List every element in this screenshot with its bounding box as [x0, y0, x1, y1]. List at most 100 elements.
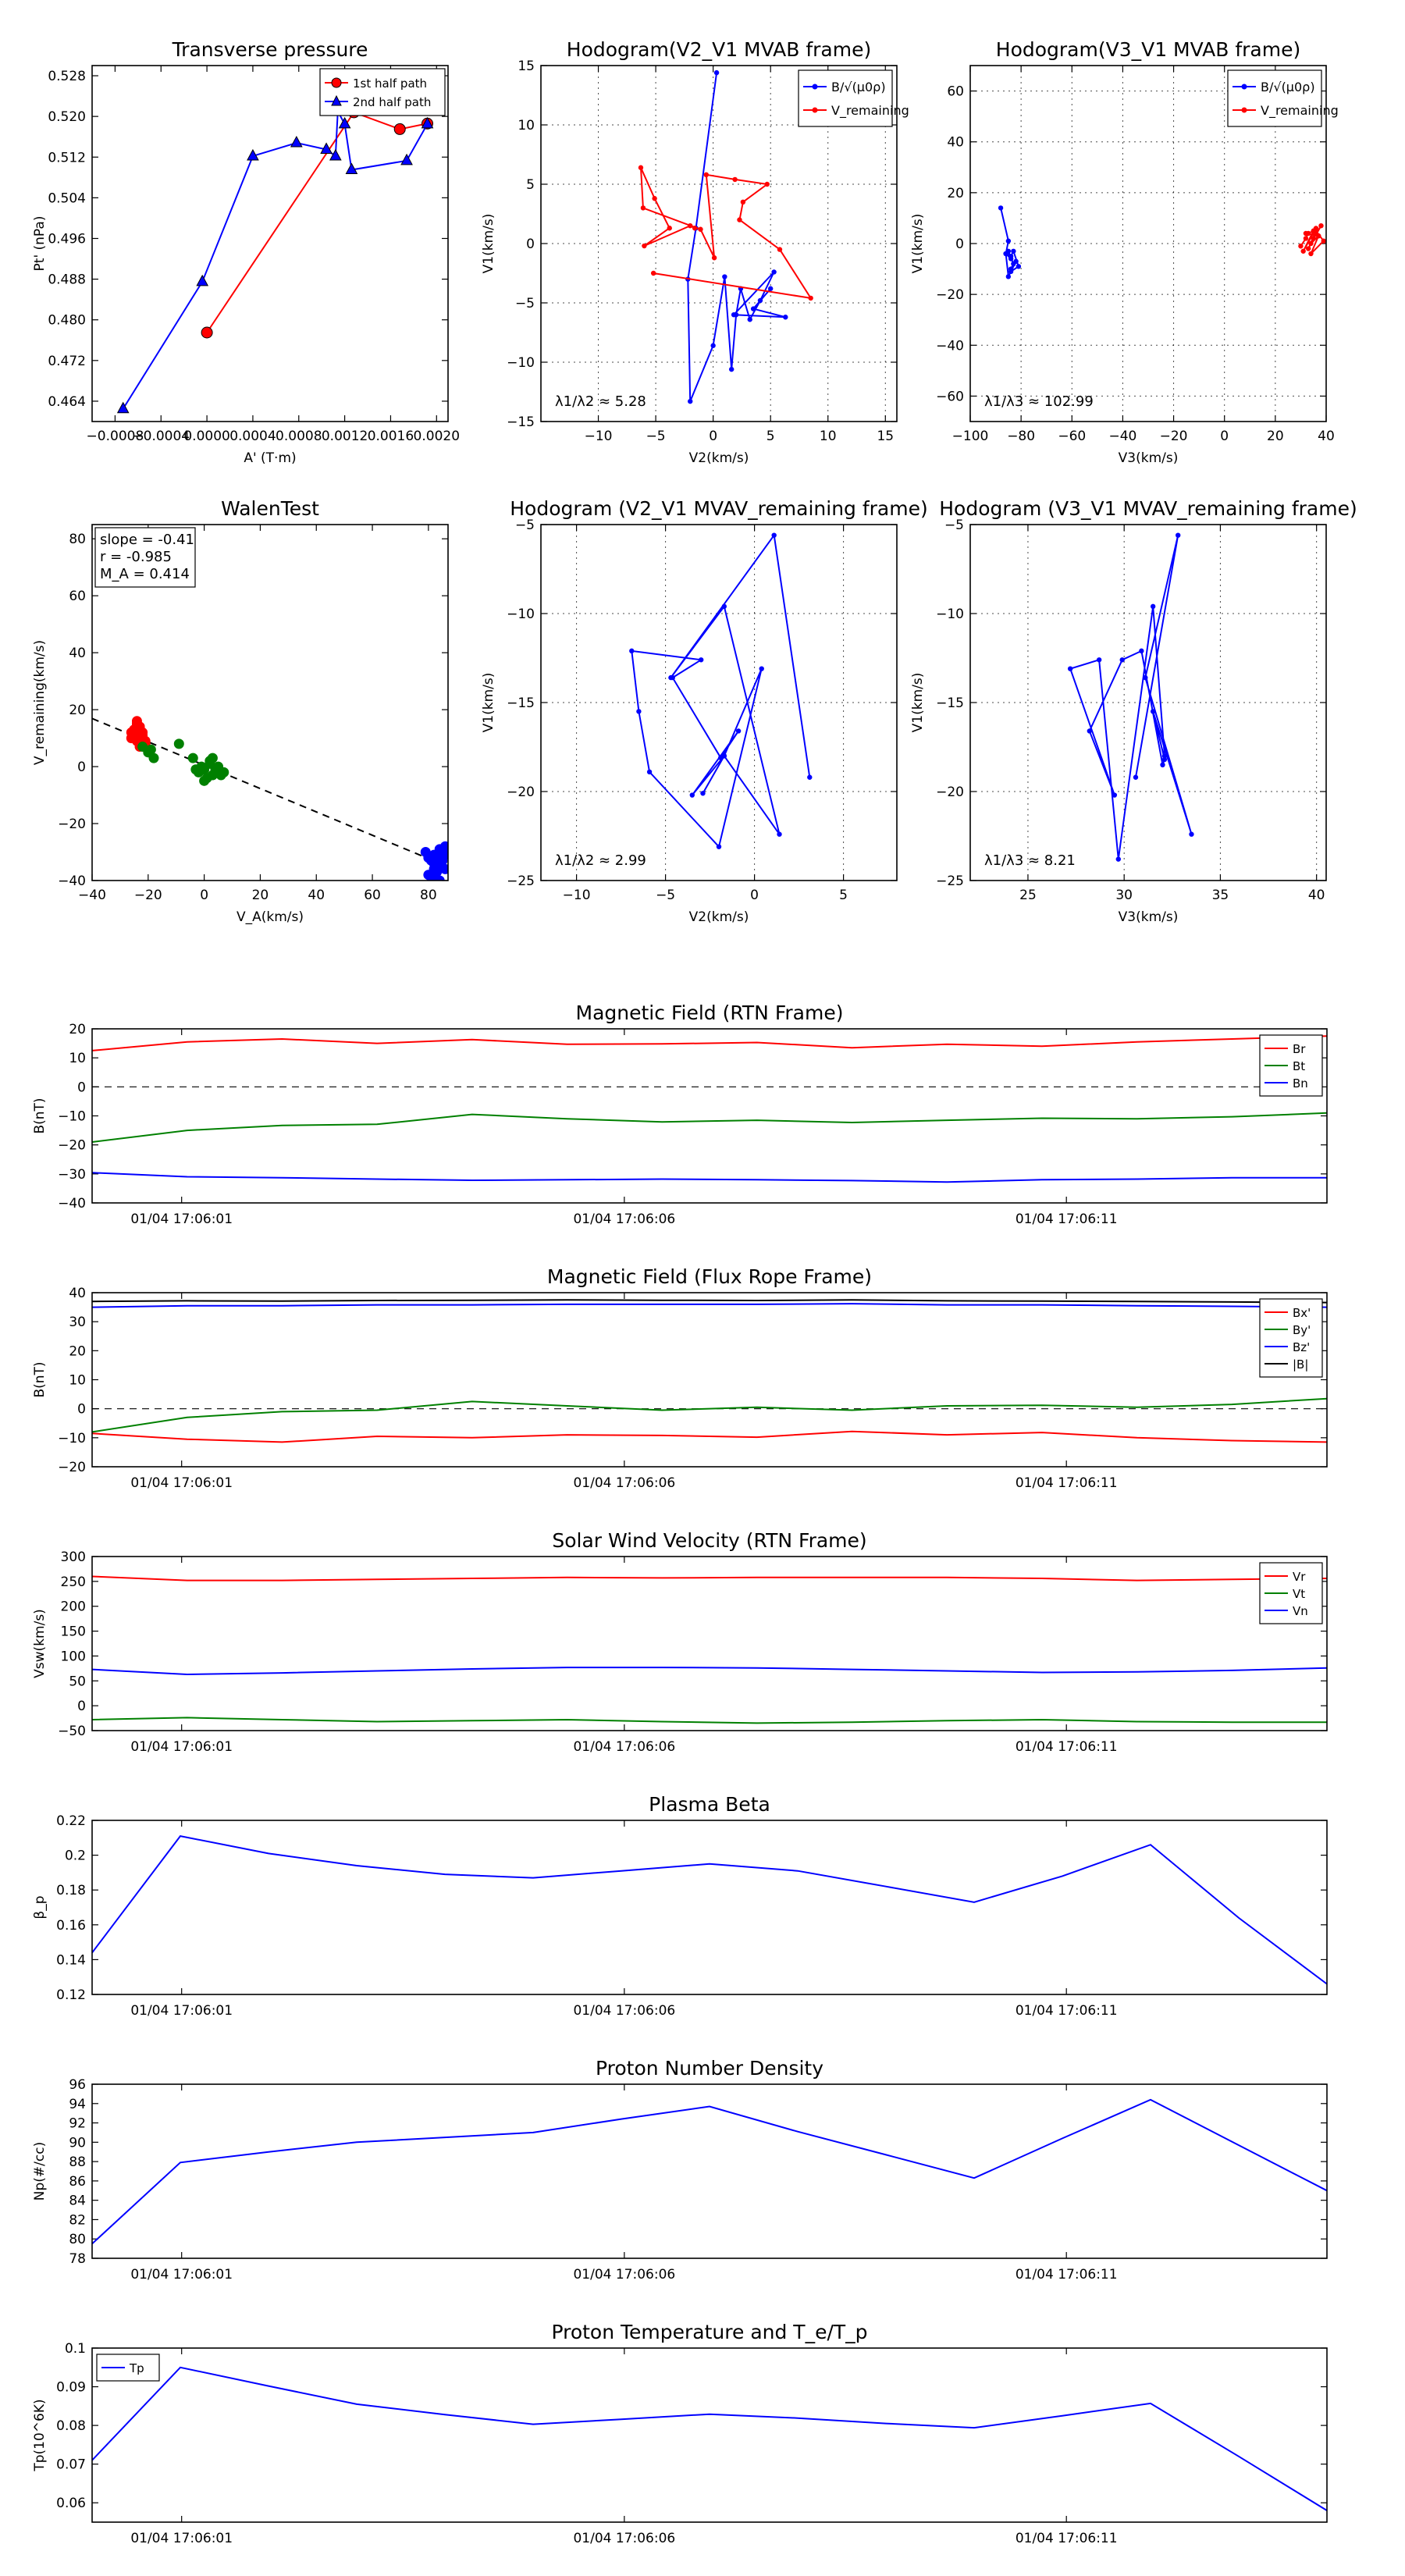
beta-plot-area: [92, 1834, 1327, 1985]
h1-point: [747, 317, 752, 322]
pt-title: Transverse pressure: [172, 38, 368, 61]
h3-point: [670, 674, 675, 681]
mag_rtn-ylabel: B(nT): [32, 1098, 48, 1133]
tp-ytick-label: 0.09: [56, 2380, 86, 2396]
h2-xtick-label: 40: [1318, 429, 1335, 444]
h1-point: [713, 69, 720, 76]
vsw-ytick-label: 100: [61, 1649, 86, 1664]
beta-ytick-label: 0.16: [56, 1918, 86, 1934]
np-frame: [91, 2083, 1328, 2259]
pt-xtick-label: 0.0000: [183, 429, 229, 444]
pt-legend-box: [319, 68, 446, 116]
h1-legend-label: V_remaining: [831, 103, 909, 119]
beta-xtick-label: 01/04 17:06:11: [1016, 2003, 1118, 2019]
mag_rtn-xtick-label: 01/04 17:06:11: [1016, 1212, 1118, 1227]
pt-ytick-label: 0.472: [48, 354, 86, 369]
h3-point: [807, 774, 813, 780]
walen-xtick-label: 60: [364, 888, 381, 903]
mag_rtn-ytick-label: −10: [58, 1109, 86, 1125]
walen-stats-line: slope = -0.41: [100, 532, 194, 548]
mag_fr-legend-label: Bz': [1293, 1340, 1310, 1354]
walen-title: WalenTest: [221, 497, 319, 520]
h4-plot-area: [1067, 532, 1194, 862]
vsw-frame: [91, 1556, 1328, 1731]
pt-ytick-label: 0.464: [48, 394, 86, 410]
walen-ytick-label: 40: [69, 646, 86, 661]
h2-legend-marker: [1241, 84, 1247, 90]
pt-xtick-label: 0.0012: [322, 429, 368, 444]
mag_rtn-frame: [91, 1028, 1328, 1204]
pt-point: [290, 135, 303, 148]
h2-point: [1300, 248, 1306, 254]
np-xtick-label: 01/04 17:06:01: [130, 2267, 233, 2282]
beta-ytick-label: 0.12: [56, 1987, 86, 2003]
mag_rtn-legend: Br Bt Bn: [1259, 1034, 1323, 1097]
h2-point: [1013, 258, 1019, 264]
mag_fr-ytick-label: 40: [69, 1286, 86, 1301]
np-ytick-label: 90: [69, 2135, 86, 2151]
h1-series-line: [687, 72, 786, 402]
walen-point: [187, 753, 198, 763]
np-series-line: [92, 2098, 1327, 2245]
h4-ytick-label: −15: [936, 696, 964, 711]
np-ytick-label: 84: [69, 2194, 86, 2209]
h2-xtick-label: −40: [1108, 429, 1136, 444]
h3-point: [771, 532, 777, 538]
h1-point: [767, 286, 774, 291]
h3-point: [721, 753, 727, 759]
h2-point: [1318, 223, 1324, 229]
h1-ytick-label: −5: [515, 296, 535, 311]
walen-stats-box: [94, 527, 196, 588]
h2-xlabel: V3(km/s): [1119, 450, 1179, 466]
h1-xlabel: V2(km/s): [689, 450, 749, 466]
pt-ytick-label: 0.496: [48, 231, 86, 247]
pt-xtick-label: 0.0008: [276, 429, 322, 444]
vsw-ytick-label: 150: [61, 1624, 86, 1640]
pt-point: [329, 148, 342, 161]
mag_fr-legend-label: By': [1293, 1323, 1311, 1337]
h4-ytick-label: −20: [936, 785, 964, 800]
h1-point: [808, 295, 813, 301]
h4-xtick-label: 25: [1019, 888, 1037, 903]
h2-ytick-label: −40: [936, 338, 964, 354]
h4-xlabel: V3(km/s): [1119, 909, 1179, 925]
tp-xtick-label: 01/04 17:06:01: [130, 2531, 233, 2546]
beta-ytick-label: 0.22: [56, 1813, 86, 1829]
mag_fr-series-line: [92, 1299, 1327, 1304]
walen-plot-area: [92, 716, 448, 881]
beta-xtick-label: 01/04 17:06:06: [573, 2003, 675, 2019]
mag_rtn-xtick-label: 01/04 17:06:06: [573, 1212, 675, 1227]
beta-series-line: [92, 1834, 1327, 1985]
mag_fr-plot-area: [92, 1299, 1327, 1443]
mag_rtn-legend-label: Br: [1293, 1042, 1306, 1056]
mag_rtn-ytick-label: 10: [69, 1051, 86, 1066]
h3-xtick-label: −5: [656, 888, 675, 903]
h2-ytick-label: 60: [947, 84, 964, 100]
pt-xtick-label: 0.0016: [368, 429, 414, 444]
pt-point: [421, 116, 434, 129]
beta-ytick-label: 0.2: [65, 1848, 86, 1864]
pt-xlabel: A' (T·m): [244, 450, 296, 466]
h1-point: [688, 398, 693, 404]
h1-point: [703, 172, 710, 178]
h1-xtick-label: 5: [767, 429, 775, 444]
mag_fr-series-line: [92, 1303, 1327, 1308]
np-ytick-label: 88: [69, 2154, 86, 2170]
mag_rtn-title: Magnetic Field (RTN Frame): [576, 1002, 844, 1024]
h2-xtick-label: −60: [1058, 429, 1086, 444]
h4-point: [1115, 856, 1121, 862]
h4-point: [1119, 657, 1125, 663]
h2-xtick-label: −80: [1007, 429, 1035, 444]
tp-ytick-label: 0.1: [65, 2341, 86, 2357]
h2-xtick-label: 20: [1267, 429, 1284, 444]
mag_fr-legend: Bx' By' Bz' |B|: [1259, 1298, 1323, 1378]
h3-point: [699, 657, 704, 663]
pt-xtick-label: 0.0004: [229, 429, 276, 444]
np-plot-area: [92, 2098, 1327, 2245]
beta-ytick-label: 0.14: [56, 1952, 86, 1968]
pt-series-line: [122, 109, 429, 410]
beta-ylabel: β_p: [32, 1895, 48, 1919]
h1-eigen-ratio: λ1/λ2 ≈ 5.28: [555, 393, 646, 410]
h1-point: [652, 196, 657, 201]
h3-point: [646, 769, 653, 775]
